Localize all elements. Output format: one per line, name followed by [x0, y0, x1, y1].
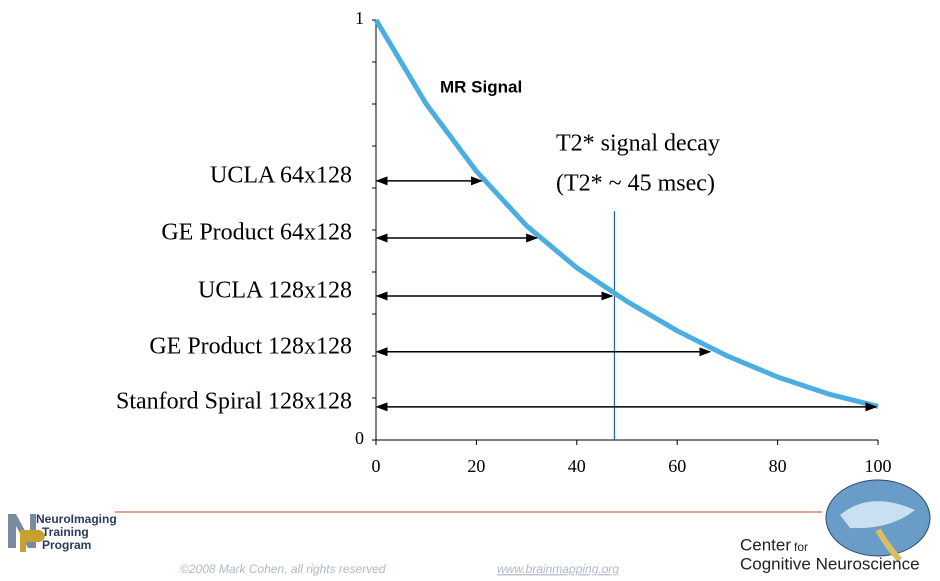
ntp-logo [8, 514, 45, 552]
protocol-label: Stanford Spiral 128x128 [116, 388, 352, 414]
annotation: T2* signal decay [556, 131, 720, 157]
logo-text: Training [42, 525, 89, 539]
logo-text: NeuroImaging [36, 512, 117, 526]
protocol-label: GE Product 128x128 [149, 333, 352, 359]
y-tick-label: 1 [355, 8, 364, 28]
copyright: ©2008 Mark Cohen, all rights reserved [180, 562, 386, 576]
x-tick-label: 100 [865, 456, 892, 476]
annotation: (T2* ~ 45 msec) [556, 171, 715, 197]
x-tick-label: 60 [668, 456, 686, 476]
protocol-label: UCLA 128x128 [198, 277, 352, 303]
logo-text: Program [42, 538, 91, 552]
protocol-label: GE Product 64x128 [161, 219, 352, 245]
x-tick-label: 20 [467, 456, 485, 476]
url[interactable]: www.brainmapping.org [497, 562, 619, 576]
protocol-label: UCLA 64x128 [210, 162, 352, 188]
brain-logo [825, 479, 931, 563]
center-text: Center [740, 535, 791, 554]
signal-curve [373, 18, 879, 409]
x-tick-label: 40 [568, 456, 586, 476]
x-tick-label: 0 [372, 456, 381, 476]
y-tick-label: 0 [355, 428, 364, 448]
center-text: for [794, 540, 808, 554]
x-tick-label: 80 [769, 456, 787, 476]
chart-title: MR Signal [440, 77, 522, 96]
center-text: Cognitive Neuroscience [740, 554, 920, 573]
